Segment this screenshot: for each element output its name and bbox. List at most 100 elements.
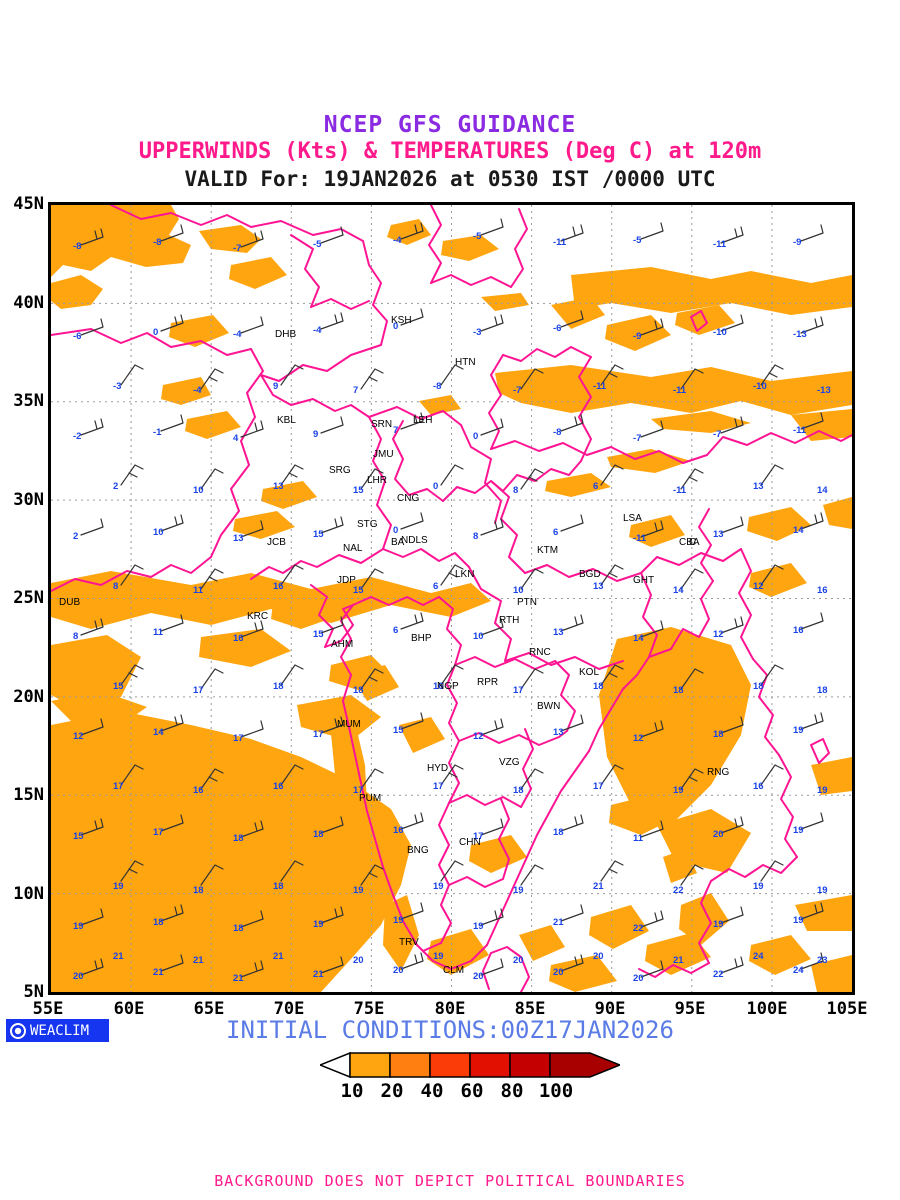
svg-text:12: 12	[713, 629, 724, 640]
svg-text:BNG: BNG	[407, 845, 429, 856]
page-title-variable: UPPERWINDS (Kts) & TEMPERATURES (Deg C) …	[138, 139, 762, 164]
y-axis-tick-30n: 30N	[13, 490, 44, 510]
svg-text:-10: -10	[713, 327, 727, 338]
svg-text:13: 13	[553, 627, 564, 638]
svg-text:11: 11	[153, 627, 164, 638]
svg-text:DHB: DHB	[275, 329, 296, 340]
svg-text:13: 13	[553, 727, 564, 738]
svg-text:-13: -13	[793, 329, 807, 340]
svg-text:0: 0	[433, 481, 438, 492]
svg-text:21: 21	[673, 955, 684, 966]
svg-text:-5: -5	[633, 235, 642, 246]
svg-text:18: 18	[753, 681, 764, 692]
svg-text:6: 6	[593, 481, 598, 492]
svg-text:SRG: SRG	[329, 465, 351, 476]
colorbar-band-20	[389, 1052, 431, 1078]
svg-text:-3: -3	[473, 327, 481, 338]
svg-text:19: 19	[673, 785, 684, 796]
svg-text:-8: -8	[153, 237, 161, 248]
graticule-layer	[51, 205, 852, 992]
svg-text:16: 16	[273, 581, 284, 592]
colorbar-band-10	[349, 1052, 391, 1078]
svg-text:17: 17	[513, 685, 524, 696]
svg-text:18: 18	[313, 829, 324, 840]
y-axis-tick-10n: 10N	[13, 884, 44, 904]
svg-text:-11: -11	[593, 381, 607, 392]
svg-text:19: 19	[393, 915, 404, 926]
svg-text:18: 18	[673, 685, 684, 696]
colorbar-band-40	[429, 1052, 471, 1078]
svg-text:13: 13	[233, 533, 244, 544]
svg-text:15: 15	[393, 725, 404, 736]
page-title-valid-time: VALID For: 19JAN2026 at 0530 IST /0000 U…	[184, 167, 716, 191]
svg-text:19: 19	[793, 825, 804, 836]
y-axis-tick-15n: 15N	[13, 785, 44, 805]
svg-text:20: 20	[553, 967, 564, 978]
svg-text:0: 0	[473, 431, 478, 442]
svg-text:21: 21	[593, 881, 604, 892]
svg-text:20: 20	[713, 829, 724, 840]
svg-text:-7: -7	[233, 243, 241, 254]
svg-text:LEH: LEH	[413, 415, 432, 426]
svg-text:17: 17	[593, 781, 604, 792]
svg-text:18: 18	[817, 685, 828, 696]
svg-text:2: 2	[73, 531, 78, 542]
weaclim-logo[interactable]: WEACLIM	[6, 1019, 109, 1042]
colorbar-svg	[317, 1051, 623, 1079]
svg-text:15: 15	[73, 831, 84, 842]
svg-text:RTH: RTH	[499, 615, 519, 626]
svg-text:8: 8	[473, 531, 478, 542]
svg-text:-11: -11	[793, 425, 807, 436]
svg-text:0: 0	[393, 321, 398, 332]
svg-text:BGD: BGD	[579, 569, 601, 580]
x-axis-tick-80e: 80E	[434, 999, 466, 1019]
svg-text:19: 19	[313, 919, 324, 930]
svg-text:17: 17	[193, 685, 204, 696]
colorbar-label-20: 20	[380, 1080, 404, 1102]
colorbar-band-60	[469, 1052, 511, 1078]
x-axis-tick-100e: 100E	[746, 999, 788, 1019]
svg-text:10: 10	[473, 631, 484, 642]
svg-text:18: 18	[273, 881, 284, 892]
svg-text:HTN: HTN	[455, 357, 476, 368]
svg-text:19: 19	[433, 881, 444, 892]
disclaimer-text: BACKGROUND DOES NOT DEPICT POLITICAL BOU…	[214, 1172, 686, 1190]
svg-text:18: 18	[353, 685, 364, 696]
svg-text:22: 22	[713, 969, 724, 980]
wind-barb-layer	[80, 218, 824, 978]
colorbar-label-100: 100	[538, 1080, 574, 1102]
svg-text:24: 24	[753, 951, 764, 962]
colorbar-under-arrow	[317, 1051, 351, 1079]
x-axis-tick-65e: 65E	[193, 999, 225, 1019]
svg-text:RNC: RNC	[529, 647, 551, 658]
svg-text:20: 20	[73, 971, 84, 982]
svg-text:-4: -4	[313, 325, 322, 336]
svg-text:2: 2	[113, 481, 118, 492]
svg-text:12: 12	[633, 733, 644, 744]
svg-text:-1: -1	[153, 427, 162, 438]
svg-text:20: 20	[473, 971, 484, 982]
svg-text:STG: STG	[357, 519, 378, 530]
svg-text:18: 18	[233, 923, 244, 934]
svg-text:6: 6	[433, 581, 438, 592]
svg-text:TRV: TRV	[399, 937, 419, 948]
svg-text:0: 0	[393, 525, 398, 536]
svg-text:GHT: GHT	[633, 575, 654, 586]
svg-text:16: 16	[793, 625, 804, 636]
x-axis-tick-95e: 95E	[674, 999, 706, 1019]
colorbar-label-60: 60	[460, 1080, 484, 1102]
svg-text:9: 9	[313, 429, 318, 440]
svg-text:NGP: NGP	[437, 681, 459, 692]
svg-text:LKN: LKN	[455, 569, 474, 580]
svg-text:22: 22	[633, 923, 644, 934]
svg-text:-8: -8	[433, 381, 441, 392]
svg-text:4: 4	[233, 433, 239, 444]
svg-text:10: 10	[193, 485, 204, 496]
colorbar-over-arrow	[549, 1052, 623, 1078]
svg-text:19: 19	[793, 725, 804, 736]
svg-text:21: 21	[193, 955, 204, 966]
svg-text:12: 12	[73, 731, 84, 742]
svg-text:BHP: BHP	[411, 633, 432, 644]
svg-text:-4: -4	[233, 329, 242, 340]
svg-text:-13: -13	[817, 385, 831, 396]
